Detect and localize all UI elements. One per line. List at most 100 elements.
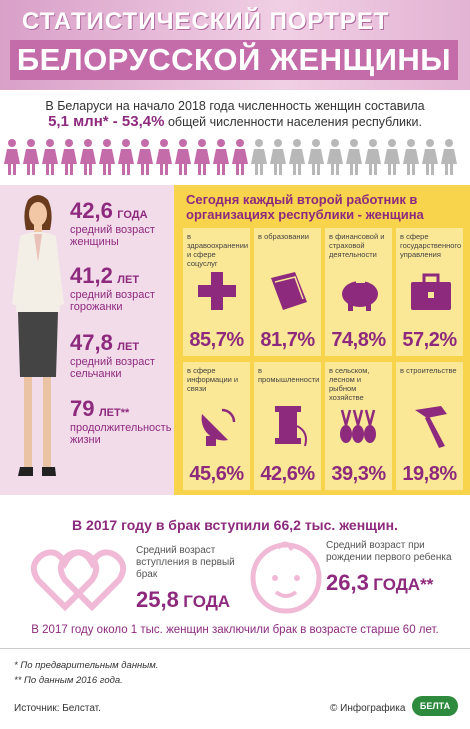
person-icon (175, 139, 191, 175)
marriage-title: В 2017 году в брак вступили 66,2 тыс. же… (72, 517, 398, 533)
person-icon (232, 139, 248, 175)
sector-icon (201, 408, 236, 446)
source: Источник: Белстат. (14, 703, 101, 714)
person-icon (346, 139, 362, 175)
marriage-note: В 2017 году около 1 тыс. женщин заключил… (31, 624, 439, 636)
sector-tile: в строительстве 19,8% (396, 362, 463, 490)
age-value-line: 41,2 ЛЕТ (70, 263, 174, 289)
sector-share: 85,7% (189, 329, 244, 351)
person-icon (194, 139, 210, 175)
person-icon (42, 139, 58, 175)
fact-value-line: 25,8 ГОДА (136, 587, 246, 613)
sector-label: в сельском, лесном и рыбном хозяйстве (329, 366, 370, 402)
person-icon (289, 139, 305, 175)
age-stat: 41,2 ЛЕТ средний возраст горожанки (70, 263, 174, 313)
hearts-icon (30, 549, 127, 612)
separator (0, 648, 470, 649)
sector-icon (415, 406, 447, 448)
sector-tile: в образовании 81,7% (254, 228, 321, 356)
fact-unit: ГОДА (183, 592, 231, 611)
age-value: 79 (70, 396, 95, 421)
sector-label: в здравоохранении и сфере соцуслуг (187, 232, 249, 268)
person-icon (251, 139, 267, 175)
age-value: 41,2 (70, 263, 113, 288)
intro-rest: общей численности населения республики. (167, 115, 422, 129)
sector-icon (198, 272, 236, 310)
intro: В Беларуси на начало 2018 года численнос… (0, 98, 470, 130)
title-line: БЕЛОРУССКОЙ ЖЕНЩИНЫ (10, 40, 458, 80)
footnote: ** По данным 2016 года. (14, 675, 123, 686)
age-stat: 47,8 ЛЕТ средний возраст сельчанки (70, 330, 174, 380)
person-icon (441, 139, 457, 175)
sector-share: 19,8% (402, 463, 457, 485)
fact-value: 26,3 (326, 570, 369, 595)
person-icon (422, 139, 438, 175)
sector-label: в образовании (258, 232, 309, 241)
intro-line: 5,1 млн* - 53,4% общей численности насел… (0, 114, 470, 130)
person-icon (61, 139, 77, 175)
people-row (4, 139, 457, 175)
sector-label: в сфере государственного управления (400, 232, 462, 259)
fact: Средний возраст при рождении первого реб… (326, 540, 461, 596)
age-value: 47,8 (70, 330, 113, 355)
age-value: 42,6 (70, 198, 113, 223)
sector-share: 57,2% (402, 329, 457, 351)
sector-label: в финансовой и страховой деятельности (329, 232, 385, 259)
person-icon (308, 139, 324, 175)
person-icon (327, 139, 343, 175)
age-value-line: 79 ЛЕТ** (70, 396, 174, 422)
person-icon (365, 139, 381, 175)
sector-share: 45,6% (189, 463, 244, 485)
title-line: СТАТИСТИЧЕСКИЙ ПОРТРЕТ (22, 8, 390, 35)
sector-icon (271, 272, 307, 310)
person-icon (156, 139, 172, 175)
intro-highlight: 5,1 млн* - 53,4% (48, 113, 165, 130)
age-stat: 42,6 ГОДА средний возраст женщины (70, 198, 174, 248)
fact-value: 25,8 (136, 587, 179, 612)
fact-unit: ГОДА** (373, 575, 434, 594)
sector-share: 81,7% (260, 329, 315, 351)
sector-label: в сфере информации и связи (187, 366, 239, 393)
age-label: средний возраст женщины (70, 224, 155, 248)
age-unit: ГОДА (117, 209, 148, 221)
person-icon (99, 139, 115, 175)
sector-label: в строительстве (400, 366, 457, 375)
employment-title: Сегодня каждый второй работник в организ… (186, 192, 424, 222)
age-unit: ЛЕТ (117, 341, 140, 353)
age-unit: ЛЕТ (117, 274, 140, 286)
footnote: * По предварительным данным. (14, 660, 159, 671)
fact: Средний возраст вступления в первый брак… (136, 545, 246, 613)
person-icon (4, 139, 20, 175)
sector-icon (275, 406, 307, 447)
age-label: средний возраст сельчанки (70, 356, 155, 380)
fact-label: Средний возраст вступления в первый брак (136, 545, 235, 580)
sector-label: в промышленности (258, 366, 320, 384)
age-label: продолжительность жизни (70, 422, 172, 446)
person-icon (213, 139, 229, 175)
sector-share: 42,6% (260, 463, 315, 485)
sector-share: 74,8% (331, 329, 386, 351)
age-value-line: 42,6 ГОДА (70, 198, 174, 224)
age-label: средний возраст горожанки (70, 289, 155, 313)
sector-share: 39,3% (331, 463, 386, 485)
sector-icon (342, 280, 378, 311)
person-icon (23, 139, 39, 175)
fact-value-line: 26,3 ГОДА** (326, 570, 461, 596)
person-icon (137, 139, 153, 175)
sector-icon (411, 273, 451, 310)
age-value-line: 47,8 ЛЕТ (70, 330, 174, 356)
person-icon (118, 139, 134, 175)
person-icon (270, 139, 286, 175)
sector-tile: в сельском, лесном и рыбном хозяйстве 39,… (325, 362, 392, 490)
age-stat: 79 ЛЕТ** продолжительность жизни (70, 396, 174, 446)
person-icon (384, 139, 400, 175)
person-icon (403, 139, 419, 175)
sector-tile: в промышленности 42,6% (254, 362, 321, 490)
baby-icon (250, 541, 322, 614)
person-icon (80, 139, 96, 175)
credit: © Инфографика (330, 703, 406, 714)
sector-tile: в сфере информации и связи 45,6% (183, 362, 250, 490)
sector-icon (340, 409, 376, 443)
